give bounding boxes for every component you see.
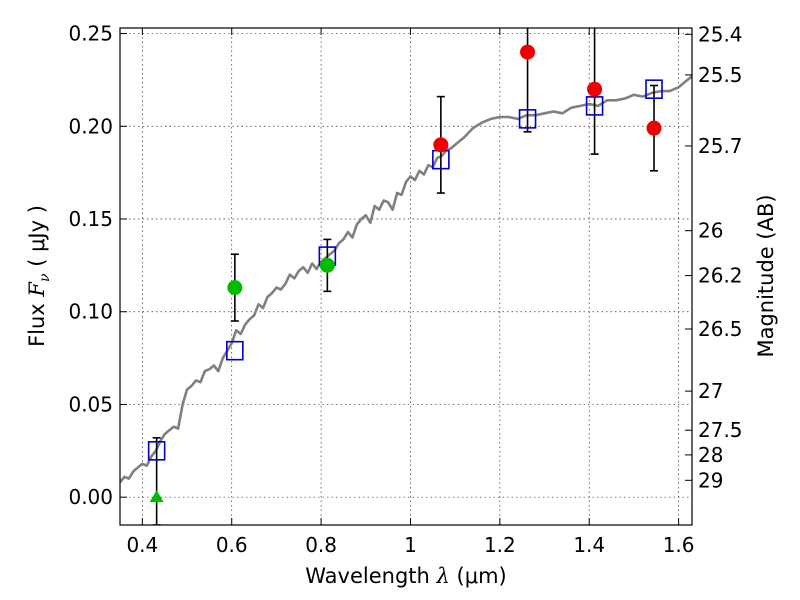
y-tick-label: 0.20 bbox=[68, 114, 113, 138]
mag-tick-label: 27.5 bbox=[698, 418, 743, 442]
model-square-marker bbox=[147, 441, 166, 461]
plot-area bbox=[120, 28, 692, 525]
y2-axis-label: Magnitude (AB) bbox=[754, 194, 778, 357]
model-square-marker bbox=[518, 109, 537, 129]
observed-circle-marker bbox=[587, 81, 603, 97]
model-square-marker bbox=[585, 96, 604, 116]
y-axis-label: Flux Fν ( μJy ) bbox=[25, 205, 53, 347]
spectrum-line bbox=[120, 75, 692, 484]
mag-tick-label: 25.5 bbox=[698, 63, 743, 87]
mag-tick-label: 25.7 bbox=[698, 134, 743, 158]
y-tick-label: 0.25 bbox=[68, 22, 113, 46]
mag-tick-label: 26 bbox=[698, 219, 723, 243]
observed-circle-marker bbox=[227, 280, 243, 296]
y-tick-label: 0.15 bbox=[68, 207, 113, 231]
ticks: 0.4 0.6 0.8 1 1.2 1.4 1.6 0.00 0.05 0.10 0.15 0.20 0… bbox=[68, 22, 742, 557]
x-tick-label: 1.2 bbox=[484, 533, 516, 557]
x-tick-label: 0.8 bbox=[305, 533, 337, 557]
y-tick-label: 0.05 bbox=[68, 392, 113, 416]
model-square-marker bbox=[226, 340, 244, 361]
plot-frame bbox=[119, 27, 693, 526]
upper-limit-triangle-marker bbox=[149, 490, 164, 503]
mag-tick-label: 28 bbox=[698, 443, 723, 467]
mag-tick-label: 27 bbox=[698, 379, 723, 403]
x-tick-label: 0.6 bbox=[216, 533, 248, 557]
x-tick-label: 1 bbox=[404, 533, 417, 557]
observed-circle-marker bbox=[646, 120, 662, 136]
observed-circle-marker bbox=[520, 44, 536, 60]
mag-tick-label: 25.4 bbox=[698, 22, 743, 46]
y-tick-label: 0.00 bbox=[68, 485, 113, 509]
mag-tick-label: 26.5 bbox=[698, 317, 743, 341]
x-tick-label: 1.6 bbox=[663, 533, 695, 557]
mag-tick-label: 29 bbox=[698, 468, 723, 492]
model-square-marker bbox=[645, 79, 663, 99]
observed-circle-marker bbox=[319, 257, 335, 273]
y-tick-label: 0.10 bbox=[68, 300, 113, 324]
observed-circle-marker bbox=[433, 137, 449, 153]
x-tick-label: 0.4 bbox=[126, 533, 158, 557]
x-axis-label: Wavelength λ (μm) bbox=[305, 564, 506, 588]
x-tick-label: 1.4 bbox=[573, 533, 605, 557]
data-layer bbox=[120, 28, 692, 525]
mag-tick-label: 26.2 bbox=[698, 264, 743, 288]
grid bbox=[120, 28, 692, 525]
